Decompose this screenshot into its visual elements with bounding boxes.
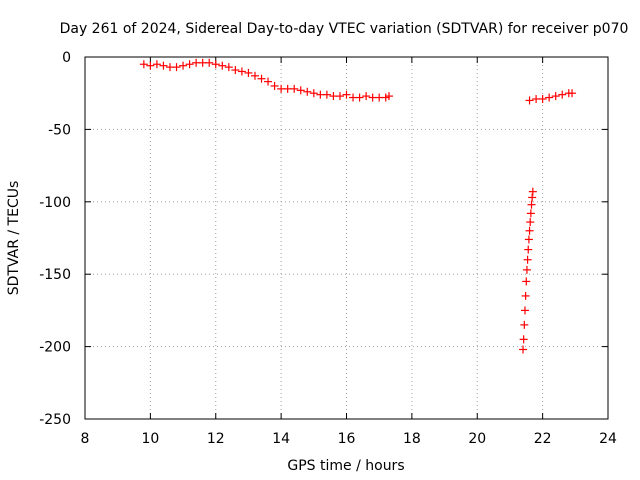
x-tick-label: 16 <box>338 431 356 447</box>
data-point <box>296 86 305 95</box>
y-axis-label: SDTVAR / TECUs <box>6 181 22 296</box>
data-point <box>522 265 531 274</box>
data-point <box>568 89 577 98</box>
y-tick-label: -50 <box>48 122 71 138</box>
data-point <box>524 245 533 254</box>
data-point <box>264 77 273 86</box>
data-point <box>224 63 233 72</box>
data-point <box>526 209 535 218</box>
data-point <box>250 71 259 80</box>
x-tick-label: 14 <box>272 431 290 447</box>
data-point <box>528 193 537 202</box>
x-tick-label: 22 <box>534 431 552 447</box>
data-point <box>237 67 246 76</box>
data-point <box>335 92 344 101</box>
data-point <box>520 306 529 315</box>
chart-title: Day 261 of 2024, Sidereal Day-to-day VTE… <box>60 21 629 37</box>
data-point <box>520 320 529 329</box>
data-point <box>362 92 371 101</box>
data-point <box>270 81 279 90</box>
data-point <box>558 90 567 99</box>
data-point <box>185 60 194 69</box>
x-tick-label: 12 <box>207 431 225 447</box>
data-point <box>525 96 534 105</box>
data-point <box>527 200 536 209</box>
data-point <box>159 61 168 70</box>
x-axis-label: GPS time / hours <box>287 458 404 474</box>
data-point <box>384 92 393 101</box>
y-tick-label: -200 <box>39 340 71 356</box>
x-tick-labels: 8 10 12 14 16 18 20 22 24 <box>81 431 617 447</box>
data-point <box>342 90 351 99</box>
data-point <box>172 63 181 72</box>
y-tick-label: -250 <box>39 412 71 428</box>
data-point <box>211 60 220 69</box>
data-point <box>551 92 560 101</box>
data-point <box>523 255 532 264</box>
x-tick-label: 18 <box>403 431 421 447</box>
data-point <box>538 94 547 103</box>
data-point <box>519 345 528 354</box>
data-point <box>522 277 531 286</box>
x-tick-label: 10 <box>141 431 159 447</box>
data-point <box>322 90 331 99</box>
data-point <box>309 89 318 98</box>
data-point <box>205 58 214 67</box>
data-point <box>521 291 530 300</box>
data-point <box>179 61 188 70</box>
x-tick-label: 20 <box>468 431 486 447</box>
y-tick-label: -100 <box>39 195 71 211</box>
y-tick-label: 0 <box>62 50 71 66</box>
data-point <box>355 93 364 102</box>
data-point <box>231 66 240 75</box>
data-point <box>244 68 253 77</box>
y-tick-label: -150 <box>39 267 71 283</box>
data-point <box>218 61 227 70</box>
data-point <box>303 87 312 96</box>
y-tick-labels: 0 -50 -100 -150 -200 -250 <box>39 50 71 428</box>
data-point <box>139 60 148 69</box>
data-point <box>381 93 390 102</box>
data-point <box>146 61 155 70</box>
data-point <box>528 187 537 196</box>
data-point <box>545 93 554 102</box>
x-tick-label: 8 <box>81 431 90 447</box>
data-point <box>257 74 266 83</box>
x-tick-label: 24 <box>599 431 617 447</box>
data-point <box>519 335 528 344</box>
data-point <box>524 235 533 244</box>
data-points <box>139 58 577 354</box>
data-point <box>525 226 534 235</box>
data-point <box>290 84 299 93</box>
grid <box>85 57 608 419</box>
data-point <box>152 60 161 69</box>
data-point <box>526 218 535 227</box>
axis-ticks <box>84 56 609 420</box>
